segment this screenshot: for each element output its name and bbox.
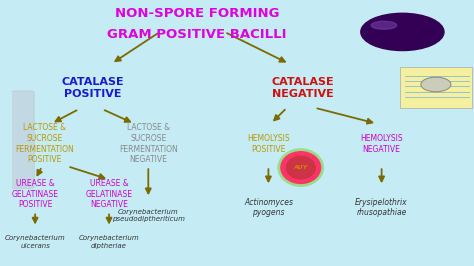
Text: CATALASE
NEGATIVE: CATALASE NEGATIVE xyxy=(272,77,334,99)
Text: UREASE &
GELATINASE
NEGATIVE: UREASE & GELATINASE NEGATIVE xyxy=(85,179,133,209)
Text: Actinomyces
pyogens: Actinomyces pyogens xyxy=(244,198,293,217)
Text: LACTOSE &
SUCROSE
FERMENTATION
POSITIVE: LACTOSE & SUCROSE FERMENTATION POSITIVE xyxy=(15,123,74,164)
Text: HEMOLYSIS
NEGATIVE: HEMOLYSIS NEGATIVE xyxy=(360,134,403,153)
Ellipse shape xyxy=(421,77,451,92)
Text: CATALASE
POSITIVE: CATALASE POSITIVE xyxy=(62,77,124,99)
Text: Corynebacterium
diptheriae: Corynebacterium diptheriae xyxy=(79,235,139,249)
Text: UREASE &
GELATINASE
POSITIVE: UREASE & GELATINASE POSITIVE xyxy=(11,179,59,209)
Text: HEMOLYSIS
POSITIVE: HEMOLYSIS POSITIVE xyxy=(247,134,290,153)
Text: AUY: AUY xyxy=(293,165,308,170)
Ellipse shape xyxy=(279,149,323,186)
Ellipse shape xyxy=(361,13,444,51)
Text: Corynebacterium
ulcerans: Corynebacterium ulcerans xyxy=(5,235,65,249)
Text: GRAM POSITIVE BACILLI: GRAM POSITIVE BACILLI xyxy=(107,28,287,41)
Text: NON-SPORE FORMING: NON-SPORE FORMING xyxy=(115,7,279,20)
Text: Erysipelothrix
rhusopathiae: Erysipelothrix rhusopathiae xyxy=(356,198,408,217)
FancyBboxPatch shape xyxy=(10,91,34,188)
FancyBboxPatch shape xyxy=(400,66,472,108)
Ellipse shape xyxy=(371,21,397,29)
Text: LACTOSE &
SUCROSE
FERMENTATION
NEGATIVE: LACTOSE & SUCROSE FERMENTATION NEGATIVE xyxy=(119,123,178,164)
Text: Corynebacterium
pseudodiptheriticum: Corynebacterium pseudodiptheriticum xyxy=(112,209,185,222)
Ellipse shape xyxy=(286,156,316,180)
